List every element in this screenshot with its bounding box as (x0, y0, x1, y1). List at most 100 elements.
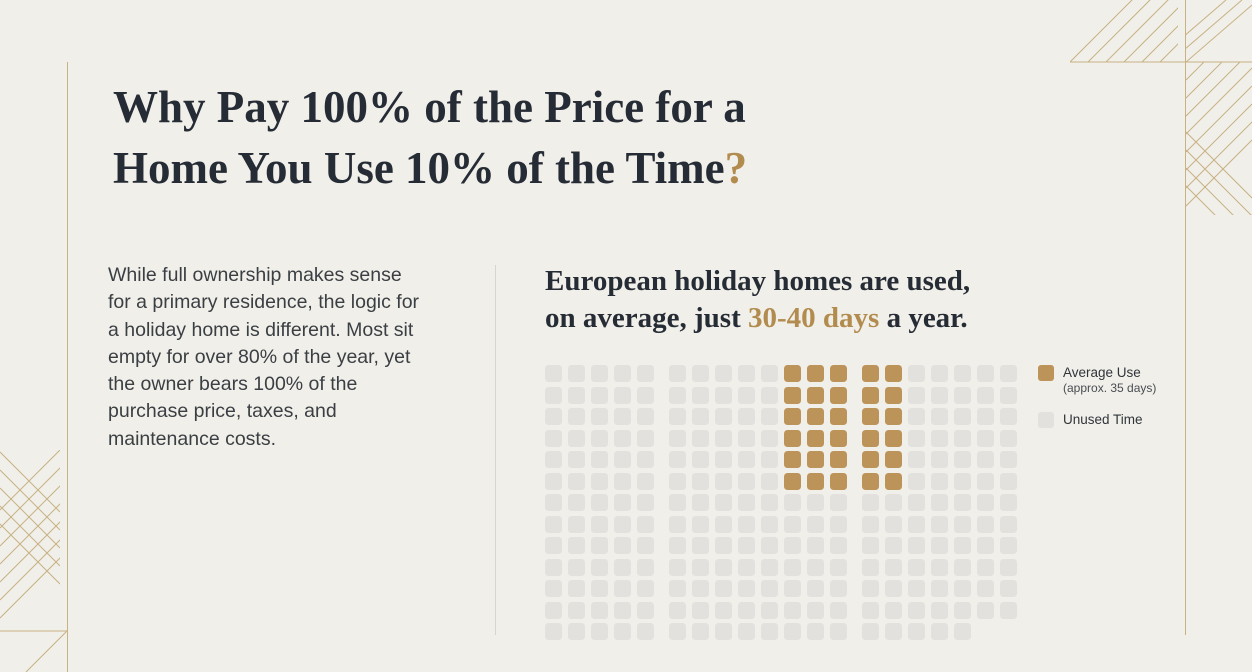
waffle-cell-unused (715, 451, 732, 468)
waffle-cell-unused (954, 408, 971, 425)
waffle-cell-unused (545, 623, 562, 640)
waffle-cell-unused (908, 386, 925, 404)
legend-item-unused-time: Unused Time (1038, 411, 1156, 428)
waffle-cell-unused (908, 429, 925, 447)
waffle-cell-unused (908, 623, 925, 640)
waffle-cell-unused (807, 558, 824, 576)
waffle-cell-unused (591, 451, 608, 468)
waffle-cell-unused (692, 601, 709, 619)
waffle-cell-unused (738, 365, 755, 382)
legend-sublabel-average-use: (approx. 35 days) (1063, 381, 1157, 395)
waffle-cell-unused (807, 580, 824, 597)
title-accent-question-mark: ? (724, 143, 748, 193)
gold-vertical-rule-left (67, 62, 68, 672)
waffle-cell-used (807, 472, 824, 490)
waffle-cell-unused (931, 472, 948, 490)
waffle-row (545, 451, 1023, 468)
waffle-cell-used (830, 429, 847, 447)
chart-headline-line-2-pre: on average, just (545, 302, 748, 334)
waffle-cell-used (784, 451, 801, 468)
waffle-cell-unused (1000, 451, 1017, 468)
waffle-cell-unused (692, 580, 709, 597)
waffle-cell-used (885, 365, 902, 382)
waffle-cell-used (885, 472, 902, 490)
waffle-cell-unused (954, 623, 971, 640)
waffle-cell-unused (1000, 494, 1017, 511)
waffle-cell-unused (545, 601, 562, 619)
waffle-cell-unused (591, 580, 608, 597)
waffle-cell-unused (545, 365, 562, 382)
waffle-cell-unused (738, 472, 755, 490)
waffle-cell-unused (715, 537, 732, 554)
waffle-cell-used (862, 429, 879, 447)
waffle-row (545, 429, 1023, 447)
waffle-cell-unused (807, 537, 824, 554)
waffle-cell-used (784, 472, 801, 490)
waffle-cell-unused (545, 494, 562, 511)
waffle-cell-used (784, 365, 801, 382)
waffle-row (545, 386, 1023, 404)
waffle-cell-unused (692, 386, 709, 404)
waffle-cell-unused (1000, 408, 1017, 425)
waffle-cell-unused (830, 601, 847, 619)
waffle-cell-unused (954, 494, 971, 511)
waffle-cell-unused (931, 537, 948, 554)
chart-headline-accent: 30-40 days (747, 302, 880, 334)
waffle-row (545, 494, 1023, 511)
legend-label-unused-time: Unused Time (1063, 412, 1143, 427)
waffle-cell-unused (885, 537, 902, 554)
waffle-cell-used (807, 386, 824, 404)
waffle-cell-unused (568, 386, 585, 404)
waffle-cell-unused (908, 494, 925, 511)
waffle-cell-used (784, 386, 801, 404)
waffle-cell-unused (637, 408, 654, 425)
waffle-cell-unused (692, 429, 709, 447)
title-line-2: Home You Use 10% of the Time (113, 143, 725, 193)
waffle-cell-unused (614, 623, 631, 640)
waffle-cell-unused (885, 515, 902, 533)
waffle-cell-unused (977, 386, 994, 404)
waffle-cell-unused (568, 365, 585, 382)
column-divider (495, 265, 496, 635)
waffle-cell-unused (591, 558, 608, 576)
waffle-cell-unused (885, 558, 902, 576)
waffle-cell-unused (977, 365, 994, 382)
waffle-cell-unused (1000, 601, 1017, 619)
waffle-cell-used (885, 429, 902, 447)
waffle-cell-unused (761, 451, 778, 468)
waffle-row (545, 558, 1023, 576)
waffle-cell-unused (830, 558, 847, 576)
waffle-cell-unused (931, 558, 948, 576)
waffle-cell-unused (614, 494, 631, 511)
waffle-cell-unused (761, 558, 778, 576)
legend-swatch-unused-time (1038, 412, 1054, 428)
legend-swatch-average-use (1038, 365, 1054, 381)
waffle-cell-unused (862, 494, 879, 511)
waffle-cell-unused (830, 580, 847, 597)
waffle-row (545, 472, 1023, 490)
waffle-cell-unused (715, 386, 732, 404)
waffle-cell-unused (807, 515, 824, 533)
waffle-cell-unused (931, 429, 948, 447)
waffle-cell-unused (591, 537, 608, 554)
waffle-cell-unused (614, 451, 631, 468)
waffle-cell-unused (614, 580, 631, 597)
waffle-cell-unused (591, 365, 608, 382)
waffle-cell-unused (614, 365, 631, 382)
waffle-cell-unused (738, 408, 755, 425)
waffle-cell-unused (954, 558, 971, 576)
waffle-cell-unused (784, 601, 801, 619)
waffle-cell-unused (591, 623, 608, 640)
waffle-cell-unused (669, 408, 686, 425)
waffle-cell-unused (977, 451, 994, 468)
waffle-cell-unused (862, 537, 879, 554)
waffle-cell-unused (830, 537, 847, 554)
waffle-cell-unused (637, 365, 654, 382)
waffle-cell-unused (784, 494, 801, 511)
waffle-cell-unused (954, 365, 971, 382)
waffle-cell-unused (669, 537, 686, 554)
waffle-cell-unused (738, 515, 755, 533)
waffle-cell-unused (738, 429, 755, 447)
waffle-cell-unused (591, 515, 608, 533)
waffle-cell-unused (614, 408, 631, 425)
